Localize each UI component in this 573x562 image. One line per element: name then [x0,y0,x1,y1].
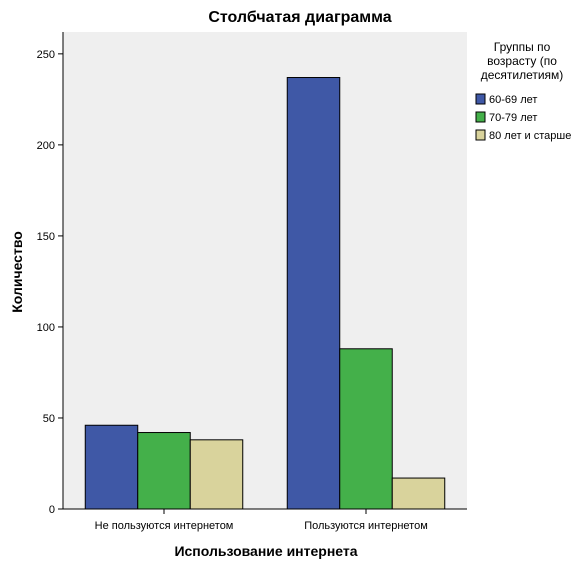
y-tick-label: 150 [37,231,55,243]
legend-title-line: возрасту (по [487,54,557,68]
legend-swatch-2 [475,111,486,123]
chart-title: Столбчатая диаграмма [208,9,391,26]
bar-2-3 [391,477,446,510]
bar-1-2 [137,432,191,510]
y-tick-label: 0 [49,504,55,516]
y-axis-title: Количество [9,231,25,313]
axes-group: Не пользуются интернетом Пользуются интер… [37,32,467,532]
legend-label-1: 60-69 лет [489,94,537,106]
bar-2-2 [339,348,393,510]
y-tick-label: 250 [37,49,55,61]
x-tick-label: Не пользуются интернетом [95,520,234,532]
legend-title-line: Группы по [494,40,551,54]
legend-label-3: 80 лет и старше [489,130,571,142]
legend-title-line: десятилетиям) [481,68,564,82]
legend-label-2: 70-79 лет [489,112,537,124]
bar-1-3 [189,439,244,510]
legend-swatch-1 [475,93,486,105]
x-tick-label: Пользуются интернетом [304,520,428,532]
bar-2-1 [286,77,341,510]
legend-swatch-3 [475,129,486,141]
y-tick-label: 50 [43,413,55,425]
y-tick-label: 100 [37,322,55,334]
x-axis-title: Использование интернета [174,543,357,559]
bars-group [84,77,446,510]
bar-1-1 [84,424,139,510]
y-tick-label: 200 [37,140,55,152]
